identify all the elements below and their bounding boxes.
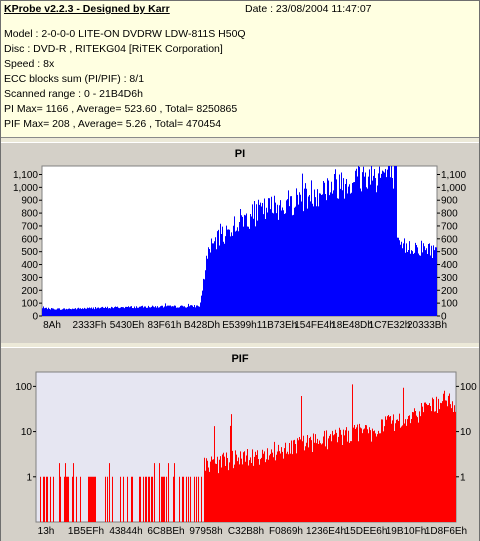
- x-tick-label: 97958h: [189, 526, 222, 537]
- pif-summary-line: PIF Max= 208 , Average= 5.26 , Total= 47…: [4, 118, 222, 130]
- y-tick-label-left: 700: [21, 221, 38, 232]
- data-bars: [40, 384, 456, 522]
- x-tick-label: 43844h: [109, 526, 142, 537]
- y-tick-label-left: 1,100: [13, 170, 38, 181]
- x-tick-label: F0869h: [269, 526, 303, 537]
- pi-chart-panel: PI 0 0 100 100 200 200 300 300 400 400 500 500 600 60…: [1, 142, 479, 343]
- pi-chart: 0 0 100 100 200 200 300 300 400 400 500 500 600 600 70…: [13, 165, 466, 331]
- x-tick-label: 15DEE6h: [345, 526, 388, 537]
- y-tick-label-right: 900: [441, 196, 458, 207]
- y-tick-label-right: 500: [441, 247, 458, 258]
- x-tick-label: 5430Eh: [110, 320, 144, 331]
- x-tick-label: 18E48Dh: [331, 320, 373, 331]
- info-panel: KProbe v2.2.3 - Designed by Karr Date : …: [1, 1, 479, 138]
- x-tick-label: 1236E4h: [306, 526, 346, 537]
- x-tick-label: 20333Bh: [407, 320, 447, 331]
- y-tick-label-left: 0: [32, 312, 38, 323]
- y-tick-label-left: 1,000: [13, 183, 38, 194]
- y-tick-label-right: 200: [441, 286, 458, 297]
- x-tick-label: 2333Fh: [73, 320, 107, 331]
- x-tick-label: 11B73Eh: [257, 320, 297, 331]
- x-tick-label: 1D8F6Eh: [425, 526, 467, 537]
- separator: [1, 138, 479, 142]
- pi-summary-line: PI Max= 1166 , Average= 523.60 , Total= …: [4, 103, 238, 115]
- y-tick-label-right: 300: [441, 273, 458, 284]
- y-tick-label-right: 10: [460, 427, 472, 438]
- y-tick-label-right: 800: [441, 209, 458, 220]
- pif-chart: 1 1 10 10 100 100 13h 1B5EFh 43844h 6C8BEh 97958h C…: [15, 371, 477, 537]
- scan-date: Date : 23/08/2004 11:47:07: [245, 3, 372, 15]
- y-tick-label-left: 500: [21, 247, 38, 258]
- model-line: Model : 2-0-0-0 LITE-ON DVDRW LDW-811S H…: [4, 28, 246, 40]
- x-tick-label: 19B10Fh: [386, 526, 427, 537]
- y-tick-label-left: 10: [21, 427, 33, 438]
- y-tick-label-right: 100: [441, 299, 458, 310]
- y-tick-label-left: 300: [21, 273, 38, 284]
- disc-line: Disc : DVD-R , RITEKG04 [RiTEK Corporati…: [4, 43, 223, 55]
- x-tick-label: 8Ah: [43, 320, 61, 331]
- y-tick-label-left: 400: [21, 260, 38, 271]
- x-tick-label: C32B8h: [228, 526, 264, 537]
- x-tick-label: 83F61h: [148, 320, 182, 331]
- range-line: Scanned range : 0 - 21B4D6h: [4, 88, 143, 100]
- pif-chart-panel: PIF 1 1 10 10 100 100 13h 1B5EFh 43844h 6C8BEh 979…: [1, 347, 479, 541]
- y-tick-label-right: 700: [441, 221, 458, 232]
- y-tick-label-right: 1,000: [441, 183, 466, 194]
- y-tick-label-left: 600: [21, 234, 38, 245]
- y-tick-label-left: 800: [21, 209, 38, 220]
- y-tick-label-left: 200: [21, 286, 38, 297]
- y-tick-label-right: 1,100: [441, 170, 466, 181]
- y-tick-label-right: 100: [460, 382, 477, 393]
- pi-chart-title: PI: [234, 148, 246, 160]
- y-tick-label-right: 600: [441, 234, 458, 245]
- y-tick-label-left: 100: [21, 299, 38, 310]
- speed-line: Speed : 8x: [4, 58, 55, 70]
- y-tick-label-left: 100: [15, 382, 32, 393]
- ecc-line: ECC blocks sum (PI/PIF) : 8/1: [4, 73, 145, 85]
- x-tick-label: 1C7E32h: [369, 320, 411, 331]
- x-tick-label: 13h: [38, 526, 55, 537]
- x-tick-label: B428Dh: [184, 320, 220, 331]
- y-tick-label-left: 900: [21, 196, 38, 207]
- y-tick-label-right: 0: [441, 312, 447, 323]
- y-tick-label-right: 400: [441, 260, 458, 271]
- x-tick-label: E5399h: [222, 320, 256, 331]
- separator: [1, 343, 479, 347]
- x-tick-label: 6C8BEh: [147, 526, 184, 537]
- x-tick-label: 154FE4h: [294, 320, 335, 331]
- pif-chart-title: PIF: [231, 353, 249, 365]
- app-title: KProbe v2.2.3 - Designed by Karr: [4, 3, 170, 15]
- y-tick-label-left: 1: [26, 472, 32, 483]
- y-tick-label-right: 1: [460, 472, 466, 483]
- x-tick-label: 1B5EFh: [68, 526, 104, 537]
- data-bars: [42, 166, 437, 316]
